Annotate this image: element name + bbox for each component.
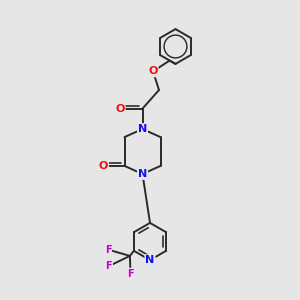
Text: F: F — [106, 261, 112, 271]
Text: O: O — [148, 66, 158, 76]
Text: N: N — [146, 255, 154, 265]
Text: O: O — [99, 161, 108, 171]
Text: F: F — [105, 244, 111, 255]
Text: N: N — [138, 124, 147, 134]
Text: F: F — [127, 268, 134, 279]
Text: O: O — [115, 103, 125, 114]
Text: N: N — [138, 169, 147, 179]
